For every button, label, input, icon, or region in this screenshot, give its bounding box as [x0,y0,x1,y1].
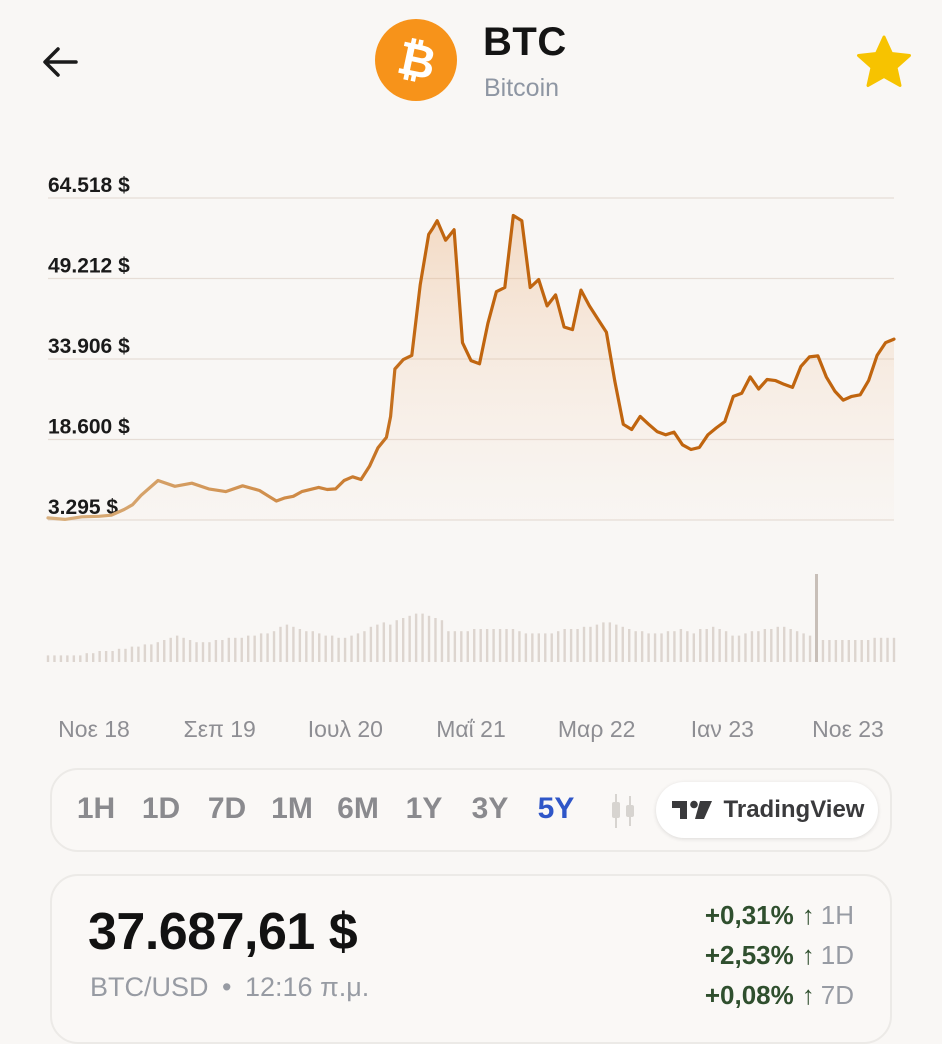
tradingview-logo-icon [671,800,712,819]
x-tick-label: Μαρ 22 [557,716,636,742]
price-card: 37.687,61 $ BTC/USD • 12:16 π.μ. +0,31% ↑… [50,874,892,1044]
y-tick-label: 18.600 $ [48,416,130,439]
y-tick-label: 49.212 $ [48,255,130,278]
candlestick-toggle[interactable] [608,792,638,830]
x-tick-label: Μαΐ 21 [436,716,506,742]
arrow-up-icon: ↑ [801,980,815,1010]
x-tick-label: Νοε 23 [812,716,884,742]
range-5y-button[interactable]: 5Y [537,792,575,825]
range-7d-button[interactable]: 7D [207,792,247,825]
current-price: 37.687,61 $ [88,903,358,961]
price-chart-svg: 64.518 $ 49.212 $ 33.906 $ 18.600 $ 3.295 $ [46,174,896,662]
favorite-button[interactable] [852,32,916,92]
x-tick-label: Σεπ 19 [183,716,256,742]
y-tick-label: 3.295 $ [48,496,118,519]
x-tick-label: Νοε 18 [58,716,130,742]
time-range-selector: 1H 1D 7D 1M 6M 1Y 3Y 5Y TradingView [50,768,892,852]
x-tick-label: Ιουλ 20 [307,716,383,742]
x-axis: Νοε 18 Σεπ 19 Ιουλ 20 Μαΐ 21 Μαρ 22 Ιαν 23 Νοε… [0,716,942,750]
price-meta: BTC/USD • 12:16 π.μ. [90,972,369,1003]
range-6m-button[interactable]: 6M [337,792,379,825]
change-1d-period: 1D [820,940,854,970]
star-icon [857,35,911,87]
range-1h-button[interactable]: 1H [76,792,116,825]
price-time: 12:16 π.μ. [245,972,370,1002]
trading-pair: BTC/USD [90,972,209,1002]
candlestick-icon [612,794,634,828]
arrow-up-icon: ↑ [801,900,815,930]
coin-name: Bitcoin [484,74,560,102]
change-1d-pct: +2,53% [704,940,794,970]
arrow-up-icon: ↑ [801,940,815,970]
change-1h-pct: +0,31% [704,900,794,930]
back-button[interactable] [36,40,84,84]
meta-separator: • [222,972,232,1002]
price-chart[interactable]: 64.518 $ 49.212 $ 33.906 $ 18.600 $ 3.295 $ [0,150,942,690]
range-1d-button[interactable]: 1D [141,792,181,825]
change-1h: +0,31% ↑ 1H [705,900,854,931]
change-7d-pct: +0,08% [704,980,794,1010]
change-1h-period: 1H [820,900,854,930]
range-1y-button[interactable]: 1Y [405,792,443,825]
change-7d-period: 7D [820,980,854,1010]
header: ₿ BTC Bitcoin [0,0,942,130]
range-3y-button[interactable]: 3Y [471,792,509,825]
y-tick-label: 64.518 $ [48,174,130,197]
change-7d: +0,08% ↑ 7D [705,980,854,1011]
coin-symbol: BTC [483,20,567,64]
price-area [48,215,894,520]
bitcoin-logo-icon: ₿ [374,18,458,102]
x-tick-label: Ιαν 23 [690,716,754,742]
y-tick-label: 33.906 $ [48,335,130,358]
price-line [46,213,896,521]
range-1m-button[interactable]: 1M [271,792,313,825]
change-1d: +2,53% ↑ 1D [705,940,854,971]
tradingview-label: TradingView [723,796,865,823]
arrow-left-icon [43,47,78,77]
tradingview-button[interactable]: TradingView [656,782,878,838]
